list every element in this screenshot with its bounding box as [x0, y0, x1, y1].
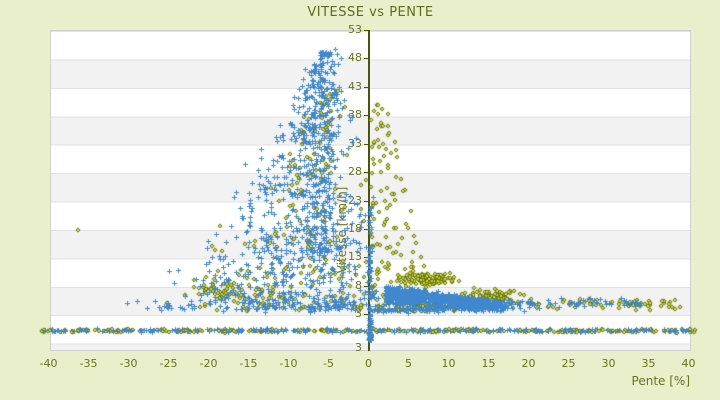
x-axis-title: Pente [%]	[631, 374, 690, 388]
x-tick-label: 10	[441, 357, 456, 370]
y-tick-label: 48	[348, 51, 362, 65]
x-tick-label: -20	[199, 357, 218, 370]
y-tick-label: 38	[348, 108, 362, 122]
y-axis-title: Vitesse [km/h]	[335, 186, 349, 274]
x-tick-label: 25	[561, 357, 576, 370]
y-tick-label: 3	[355, 307, 362, 321]
x-tick-label: -15	[239, 357, 258, 370]
x-tick-label: -35	[79, 357, 98, 370]
x-tick-label: -40	[39, 357, 58, 370]
x-tick-label: 35	[641, 357, 656, 370]
x-tick-label: 40	[681, 357, 696, 370]
y-tick-label: 8	[355, 278, 362, 292]
x-tick-label: 20	[521, 357, 536, 370]
x-tick-label: 5	[405, 357, 412, 370]
y-tick-mark	[364, 144, 368, 145]
x-tick-label: 0	[365, 357, 372, 370]
y-tick-mark	[364, 314, 368, 315]
y-tick-mark	[364, 172, 368, 173]
y-tick-label: 33	[348, 136, 362, 150]
plot-area	[50, 30, 691, 351]
y-tick-mark	[364, 286, 368, 287]
chart-title: VITESSE vs PENTE	[307, 5, 434, 20]
x-tick-label: -10	[279, 357, 298, 370]
y-tick-mark	[364, 201, 368, 202]
y-tick-mark	[364, 58, 368, 59]
x-tick-label: -5	[323, 357, 334, 370]
y-tick-mark	[364, 30, 368, 31]
x-tick-label: 15	[481, 357, 496, 370]
y-tick-mark	[364, 257, 368, 258]
y-tick-mark	[364, 229, 368, 230]
y-axis-bottom-label: 3	[355, 341, 362, 354]
y-axis-line	[368, 30, 370, 351]
y-tick-mark	[364, 115, 368, 116]
x-tick-label: -25	[159, 357, 178, 370]
y-tick-label: 43	[348, 79, 362, 93]
y-tick-mark	[364, 87, 368, 88]
y-tick-label: 53	[348, 23, 362, 36]
x-tick-label: 30	[601, 357, 616, 370]
x-tick-label: -30	[119, 357, 138, 370]
y-tick-label: 28	[348, 165, 362, 179]
